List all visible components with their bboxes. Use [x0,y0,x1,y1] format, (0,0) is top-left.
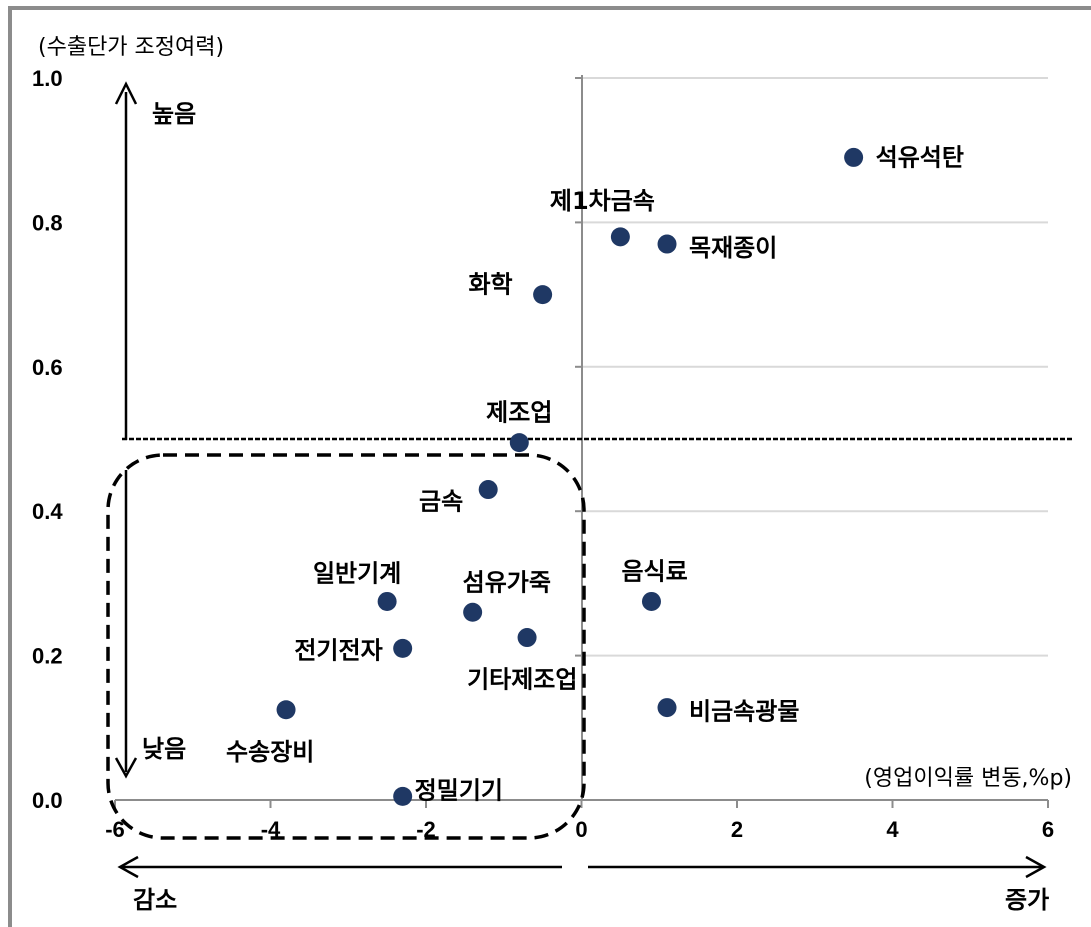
data-point [844,147,864,167]
ticks: 0.0 0.2 0.4 0.6 0.8 1.0 -6 -4 -2 0 2 4 6 [32,66,1054,842]
data-label: 금속 [419,488,463,516]
y-tick-label: 0.2 [32,644,63,669]
data-point [657,698,677,718]
data-point [377,591,397,611]
data-label: 섬유가죽 [463,568,551,596]
data-point [610,227,630,247]
data-label: 수송장비 [226,738,314,766]
up-arrow-head [114,81,138,105]
left-arrow-head [117,855,139,879]
data-point [393,786,413,806]
data-point [657,234,677,254]
data-label: 정밀기기 [415,776,503,804]
data-point [509,433,529,453]
data-point [641,591,661,611]
data-point [533,285,553,305]
data-label: 음식료 [621,557,687,585]
data-point [517,628,537,648]
data-label: 비금속광물 [689,698,799,726]
y-tick-label: 0.0 [32,788,63,813]
data-label: 목재종이 [689,234,777,262]
right-arrow-head [1025,855,1047,879]
high-label: 높음 [152,100,196,128]
gridlines [582,77,1048,657]
x-tick-label: -2 [416,817,436,842]
data-point [393,638,413,658]
data-label: 일반기계 [313,559,401,587]
increase-label: 증가 [1005,886,1049,914]
x-axis-title: (영업이익률 변동,%p) [864,766,1072,791]
y-tick-label: 1.0 [32,66,63,91]
data-point [478,480,498,500]
y-axis-title: (수출단가 조정여력) [38,35,224,60]
data-label: 제1차금속 [550,187,655,215]
data-point [463,602,483,622]
data-label: 석유석탄 [876,143,964,171]
low-label: 낮음 [142,735,186,763]
x-tick-label: 6 [1042,817,1054,842]
x-tick-label: -6 [105,817,125,842]
x-tick-label: 0 [575,817,587,842]
chart-frame [8,6,1091,927]
x-tick-label: 2 [731,817,743,842]
y-tick-label: 0.4 [32,499,63,524]
x-tick-label: -4 [261,817,281,842]
data-label: 제조업 [486,399,552,427]
decrease-label: 감소 [133,886,177,914]
data-point [276,700,296,720]
y-tick-label: 0.6 [32,355,63,380]
data-label: 기타제조업 [467,666,577,694]
data-label: 전기전자 [294,636,382,664]
y-tick-label: 0.8 [32,210,63,235]
low-region-box [106,453,586,840]
down-arrow-head [114,757,138,779]
x-tick-label: 4 [886,817,899,842]
data-label: 화학 [468,271,512,299]
